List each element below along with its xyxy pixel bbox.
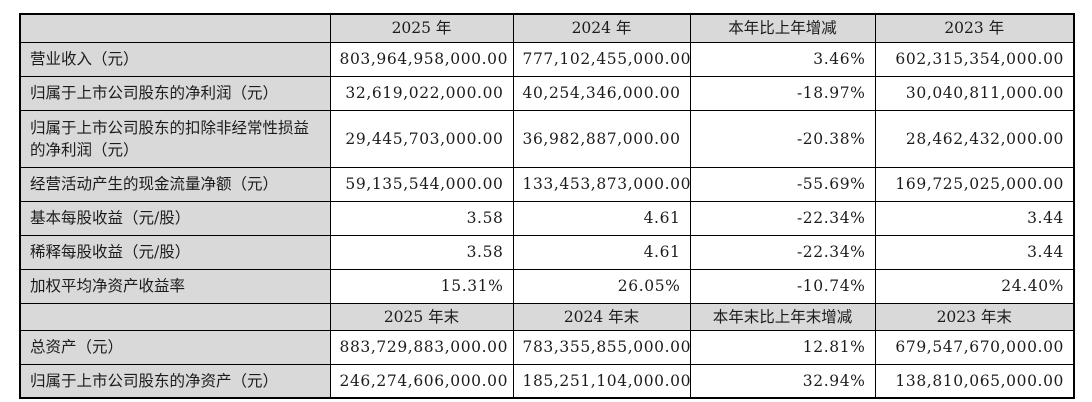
table-row-basic-eps: 基本每股收益（元/股） 3.58 4.61 -22.34% 3.44	[19, 200, 1075, 236]
cell-value: 32,619,022,000.00	[329, 75, 514, 111]
cell-value: 15.31%	[329, 268, 514, 304]
cell-value: -22.34%	[689, 234, 876, 270]
table-row-operating-revenue: 营业收入（元） 803,964,958,000.00 777,102,455,0…	[19, 41, 1075, 77]
cell-value: 4.61	[512, 200, 691, 236]
row-label: 归属于上市公司股东的净利润（元）	[19, 75, 331, 111]
cell-value: 803,964,958,000.00	[329, 41, 514, 77]
cell-value: 679,547,670,000.00	[874, 329, 1075, 365]
column-header-2025-end: 2025 年末	[329, 302, 514, 331]
cell-value: 12.81%	[689, 329, 876, 365]
cell-value: 3.58	[329, 234, 514, 270]
column-header-2023: 2023 年	[874, 13, 1075, 43]
cell-value: -18.97%	[689, 75, 876, 111]
row-label: 基本每股收益（元/股）	[19, 200, 331, 236]
cell-value: 29,445,703,000.00	[329, 109, 514, 168]
column-header-2024-end: 2024 年末	[512, 302, 691, 331]
cell-value: 26.05%	[512, 268, 691, 304]
row-label: 归属于上市公司股东的扣除非经常性损益的净利润（元）	[19, 109, 331, 168]
cell-value: 3.58	[329, 200, 514, 236]
financial-summary-table: 2025 年 2024 年 本年比上年增减 2023 年 营业收入（元） 803…	[19, 13, 1075, 399]
cell-value: 3.44	[874, 200, 1075, 236]
row-label: 营业收入（元）	[19, 41, 331, 77]
cell-value: 4.61	[512, 234, 691, 270]
row-label: 归属于上市公司股东的净资产（元）	[19, 363, 331, 399]
column-header-eoy-change: 本年末比上年末增减	[689, 302, 876, 331]
table-row-operating-cash-flow: 经营活动产生的现金流量净额（元） 59,135,544,000.00 133,4…	[19, 166, 1075, 202]
financial-summary-table-container: 2025 年 2024 年 本年比上年增减 2023 年 营业收入（元） 803…	[19, 13, 1075, 399]
cell-value: 28,462,432,000.00	[874, 109, 1075, 168]
row-label: 经营活动产生的现金流量净额（元）	[19, 166, 331, 202]
cell-value: 777,102,455,000.00	[512, 41, 691, 77]
cell-value: 169,725,025,000.00	[874, 166, 1075, 202]
table-row-net-assets: 归属于上市公司股东的净资产（元） 246,274,606,000.00 185,…	[19, 363, 1075, 399]
header-row-annual: 2025 年 2024 年 本年比上年增减 2023 年	[19, 13, 1075, 43]
row-label: 加权平均净资产收益率	[19, 268, 331, 304]
cell-value: 138,810,065,000.00	[874, 363, 1075, 399]
row-label: 稀释每股收益（元/股）	[19, 234, 331, 270]
cell-value: 24.40%	[874, 268, 1075, 304]
cell-value: 36,982,887,000.00	[512, 109, 691, 168]
cell-value: 133,453,873,000.00	[512, 166, 691, 202]
cell-value: 246,274,606,000.00	[329, 363, 514, 399]
cell-value: 40,254,346,000.00	[512, 75, 691, 111]
cell-value: 30,040,811,000.00	[874, 75, 1075, 111]
cell-value: -10.74%	[689, 268, 876, 304]
cell-value: -55.69%	[689, 166, 876, 202]
cell-value: 883,729,883,000.00	[329, 329, 514, 365]
cell-value: 185,251,104,000.00	[512, 363, 691, 399]
header-corner-cell	[19, 302, 331, 331]
header-corner-cell	[19, 13, 331, 43]
column-header-2025: 2025 年	[329, 13, 514, 43]
column-header-2024: 2024 年	[512, 13, 691, 43]
table-row-net-profit-excl-nonrecurring: 归属于上市公司股东的扣除非经常性损益的净利润（元） 29,445,703,000…	[19, 109, 1075, 168]
cell-value: 783,355,855,000.00	[512, 329, 691, 365]
cell-value: -22.34%	[689, 200, 876, 236]
cell-value: 602,315,354,000.00	[874, 41, 1075, 77]
cell-value: 59,135,544,000.00	[329, 166, 514, 202]
cell-value: -20.38%	[689, 109, 876, 168]
column-header-yoy-change: 本年比上年增减	[689, 13, 876, 43]
table-row-total-assets: 总资产（元） 883,729,883,000.00 783,355,855,00…	[19, 329, 1075, 365]
cell-value: 32.94%	[689, 363, 876, 399]
column-header-2023-end: 2023 年末	[874, 302, 1075, 331]
header-row-end-of-year: 2025 年末 2024 年末 本年末比上年末增减 2023 年末	[19, 302, 1075, 331]
table-row-net-profit: 归属于上市公司股东的净利润（元） 32,619,022,000.00 40,25…	[19, 75, 1075, 111]
cell-value: 3.46%	[689, 41, 876, 77]
table-row-weighted-avg-roe: 加权平均净资产收益率 15.31% 26.05% -10.74% 24.40%	[19, 268, 1075, 304]
table-row-diluted-eps: 稀释每股收益（元/股） 3.58 4.61 -22.34% 3.44	[19, 234, 1075, 270]
row-label: 总资产（元）	[19, 329, 331, 365]
cell-value: 3.44	[874, 234, 1075, 270]
